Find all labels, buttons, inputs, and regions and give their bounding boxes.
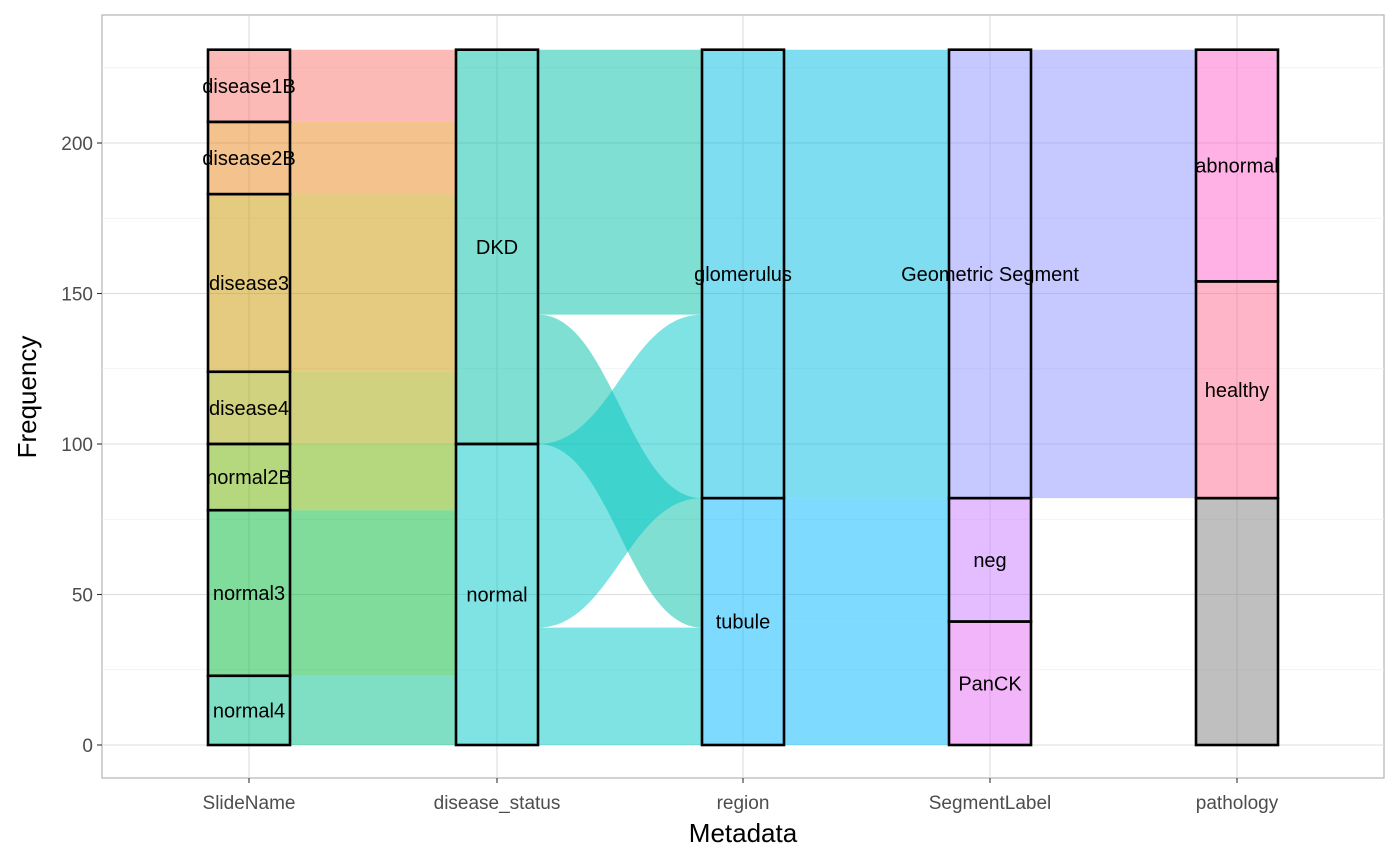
stratum-label-normal4: normal4 [213, 700, 285, 722]
stratum-label-healthy: healthy [1205, 380, 1270, 402]
flow-normal3-to-normal [290, 510, 456, 676]
y-tick-label: 100 [61, 435, 93, 456]
flow-glomerulus-to-geometric-segment [784, 49, 949, 499]
stratum-region-glomerulus [700, 48, 786, 500]
stratum-region-tubule [700, 496, 786, 747]
stratum-slidename-normal2b [206, 442, 292, 512]
stratum-label-glomerulus: glomerulus [694, 264, 792, 286]
x-tick-label-disease-status: disease_status [434, 793, 561, 814]
flow-disease3-to-dkd [290, 194, 456, 372]
stratum-label-abnormal: abnormal [1195, 156, 1278, 178]
stratum-segmentlabel-geometric-segment [947, 48, 1033, 500]
stratum-slidename-disease2b [206, 120, 292, 196]
x-tick-label-segmentlabel: SegmentLabel [929, 793, 1052, 814]
flow-geometric-segment-to-healthy [1031, 281, 1196, 499]
alluvial-flows [290, 49, 1196, 745]
stratum-label-disease2b: disease2B [202, 148, 295, 170]
flow-normal2b-to-normal [290, 444, 456, 511]
flow-normal-to-glomerulus [538, 314, 702, 628]
strata [206, 48, 1280, 747]
flow-tubule-to-neg [784, 498, 949, 622]
stratum-slidename-disease1b [206, 48, 292, 124]
y-tick-label: 50 [72, 586, 93, 607]
y-axis: 0 50 100 150 200 [61, 134, 102, 757]
stratum-label-normal: normal [466, 585, 527, 607]
stratum-segmentlabel-panck [947, 620, 1033, 747]
stratum-label-disease3: disease3 [209, 273, 289, 295]
stratum-label-normal2b: normal2B [206, 467, 292, 489]
stratum-slidename-normal3 [206, 508, 292, 678]
x-tick-label-pathology: pathology [1196, 793, 1279, 814]
flow-normal4-to-normal [290, 675, 456, 745]
y-tick-label: 150 [61, 285, 93, 306]
stratum-label-dkd: DKD [476, 237, 518, 259]
stratum-label-disease4: disease4 [209, 398, 289, 420]
flow-tubule-to-panck [784, 621, 949, 745]
flow-geometric-segment-to-abnormal [1031, 49, 1196, 282]
flow-normal-to-tubule [538, 627, 702, 745]
y-tick-label: 0 [82, 736, 93, 757]
x-axis-title: Metadata [689, 818, 798, 848]
stratum-label-neg: neg [973, 550, 1006, 572]
stratum-label-panck: PanCK [958, 673, 1022, 695]
flow-disease2b-to-dkd [290, 121, 456, 195]
stratum-label-disease1b: disease1B [202, 76, 295, 98]
flow-disease1b-to-dkd [290, 49, 456, 122]
stratum-segmentlabel-neg [947, 496, 1033, 623]
stratum-disease-status-dkd [454, 48, 540, 446]
stratum-disease-status-normal [454, 442, 540, 747]
stratum-label-tubule: tubule [716, 612, 771, 634]
flow-disease4-to-dkd [290, 371, 456, 444]
flow-dkd-to-glomerulus [538, 49, 702, 315]
x-axis: SlideName disease_status region SegmentLabe… [203, 778, 1279, 814]
stratum-slidename-normal4 [206, 674, 292, 747]
stratum-label-geometric-segment: Geometric Segment [901, 264, 1079, 286]
stratum-pathology-healthy [1194, 280, 1280, 500]
y-tick-label: 200 [61, 134, 93, 155]
stratum-label-normal3: normal3 [213, 583, 285, 605]
stratum-slidename-disease4 [206, 370, 292, 446]
x-tick-label-slidename: SlideName [203, 793, 296, 814]
stratum-pathology-unlabeled [1194, 496, 1280, 747]
y-axis-title: Frequency [12, 336, 42, 459]
x-tick-label-region: region [717, 793, 770, 814]
stratum-labels: disease1B disease2B disease3 disease4 normal… [202, 76, 1278, 723]
